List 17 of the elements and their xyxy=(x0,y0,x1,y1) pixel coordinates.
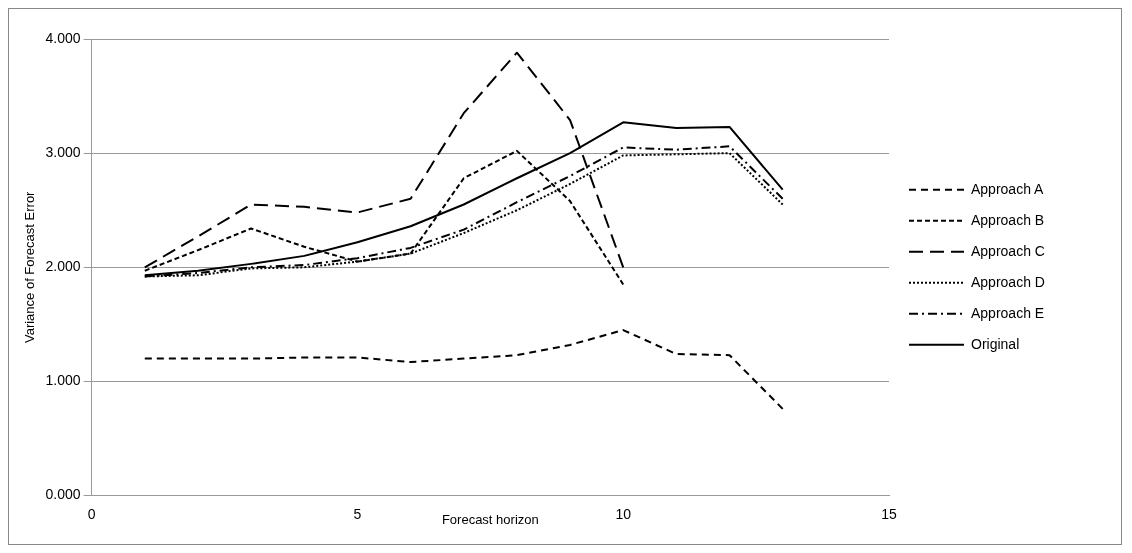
y-tick-label: 0.000 xyxy=(45,486,81,503)
y-tick-label: 4.000 xyxy=(45,29,81,46)
y-axis-title: Variance of Forecast Error xyxy=(22,190,38,344)
legend-label: Approach B xyxy=(971,211,1045,228)
x-tick-label: 5 xyxy=(353,505,362,522)
y-tick-label: 2.000 xyxy=(45,258,81,275)
legend-label: Approach C xyxy=(971,242,1045,259)
legend-label: Approach E xyxy=(971,304,1045,321)
legend-label: Approach A xyxy=(971,180,1045,197)
y-tick-label: 1.000 xyxy=(45,372,81,389)
x-tick-label: 15 xyxy=(881,505,897,522)
x-axis-title: Forecast horizon xyxy=(441,511,539,527)
y-tick-label: 3.000 xyxy=(45,144,81,161)
x-tick-label: 0 xyxy=(87,505,96,522)
legend-label: Original xyxy=(971,335,1020,352)
x-tick-label: 10 xyxy=(615,505,632,522)
legend-label: Approach D xyxy=(971,273,1045,290)
